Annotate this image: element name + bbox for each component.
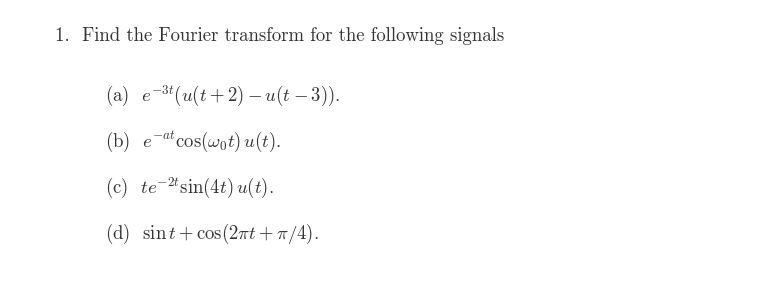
- Text: 1.  Find the Fourier transform for the following signals: 1. Find the Fourier transform for the fo…: [55, 27, 504, 45]
- Text: (c)  $te^{-2t}\sin(4t)\,u(t).$: (c) $te^{-2t}\sin(4t)\,u(t).$: [105, 176, 274, 201]
- Text: (a)  $e^{-3t}(u(t+2) - u(t-3)).$: (a) $e^{-3t}(u(t+2) - u(t-3)).$: [105, 84, 340, 109]
- Text: (d)  $\sin t + \cos(2\pi t + \pi/4).$: (d) $\sin t + \cos(2\pi t + \pi/4).$: [105, 222, 319, 246]
- Text: (b)  $e^{-at}\cos(\omega_0 t)\,u(t).$: (b) $e^{-at}\cos(\omega_0 t)\,u(t).$: [105, 130, 281, 154]
